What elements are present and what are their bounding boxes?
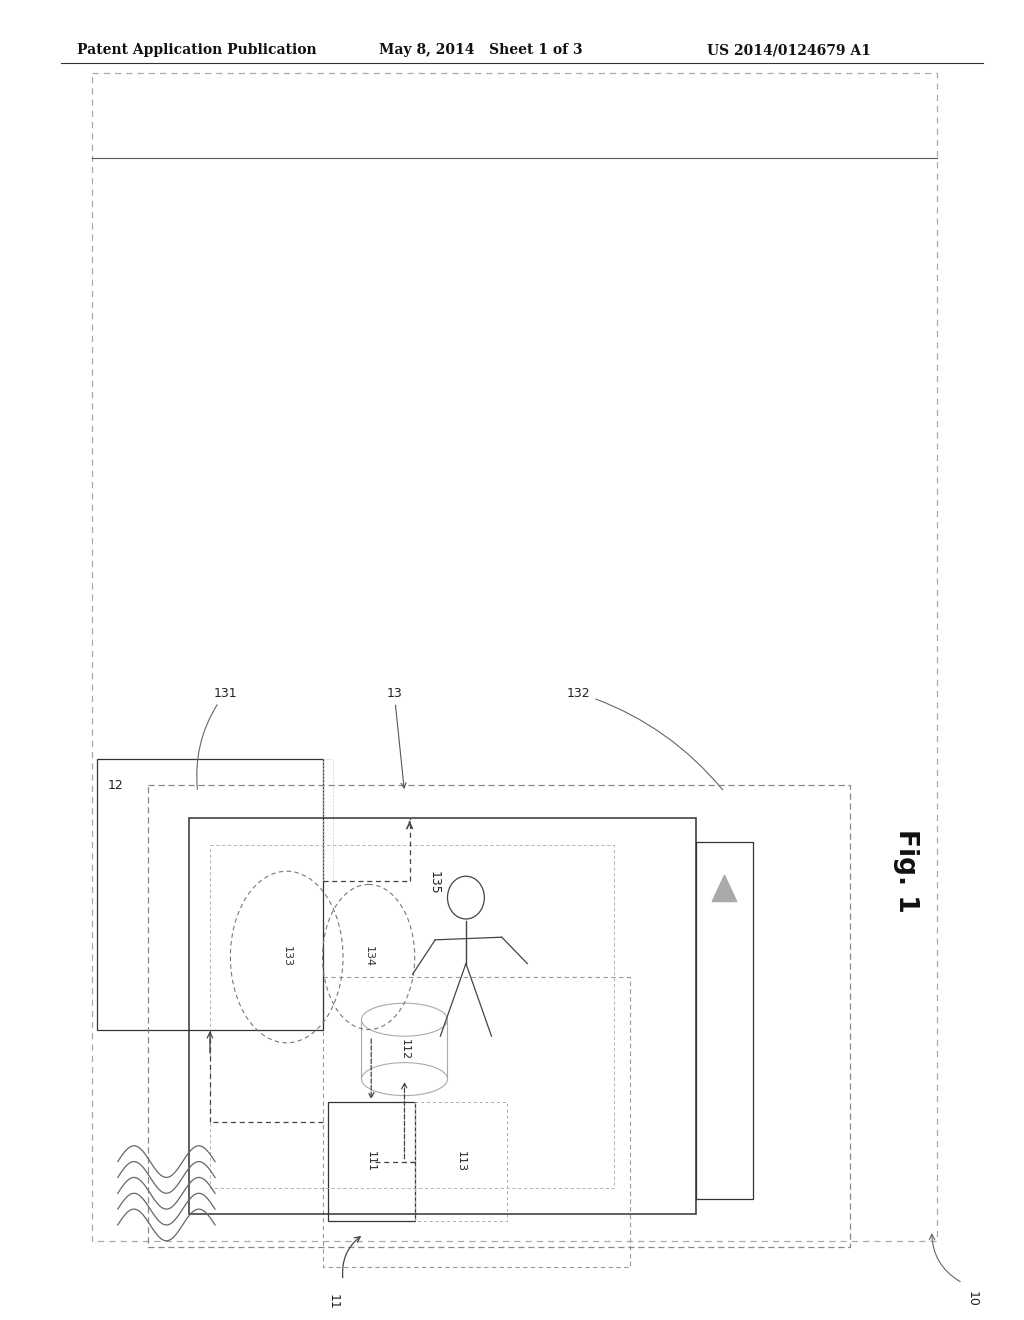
Bar	[323, 977, 630, 1267]
Text: 10: 10	[966, 1291, 979, 1307]
Ellipse shape	[361, 1003, 447, 1036]
Text: May 8, 2014   Sheet 1 of 3: May 8, 2014 Sheet 1 of 3	[379, 44, 583, 57]
Text: 113: 113	[456, 1151, 466, 1172]
Text: Patent Application Publication: Patent Application Publication	[77, 44, 316, 57]
Text: US 2014/0124679 A1: US 2014/0124679 A1	[707, 44, 870, 57]
Bar	[92, 73, 937, 1241]
Text: 12: 12	[108, 779, 123, 792]
Text: 11: 11	[327, 1294, 339, 1309]
Text: 134: 134	[364, 946, 374, 968]
Bar	[415, 1102, 507, 1221]
Text: 111: 111	[367, 1151, 376, 1172]
Bar	[189, 818, 696, 1214]
Bar	[323, 759, 333, 880]
Text: 132: 132	[566, 686, 723, 789]
Text: 133: 133	[282, 946, 292, 968]
Text: 112: 112	[399, 1039, 410, 1060]
Bar	[97, 759, 323, 1030]
Text: 13: 13	[386, 686, 407, 788]
Polygon shape	[712, 875, 736, 902]
Bar	[696, 842, 753, 1199]
Ellipse shape	[361, 1063, 447, 1096]
Text: 135: 135	[428, 871, 441, 895]
Bar	[210, 845, 614, 1188]
Bar	[328, 1102, 415, 1221]
Text: 131: 131	[197, 686, 238, 789]
Text: Fig. 1: Fig. 1	[893, 829, 920, 913]
Bar	[148, 785, 850, 1247]
Bar	[361, 1019, 447, 1080]
